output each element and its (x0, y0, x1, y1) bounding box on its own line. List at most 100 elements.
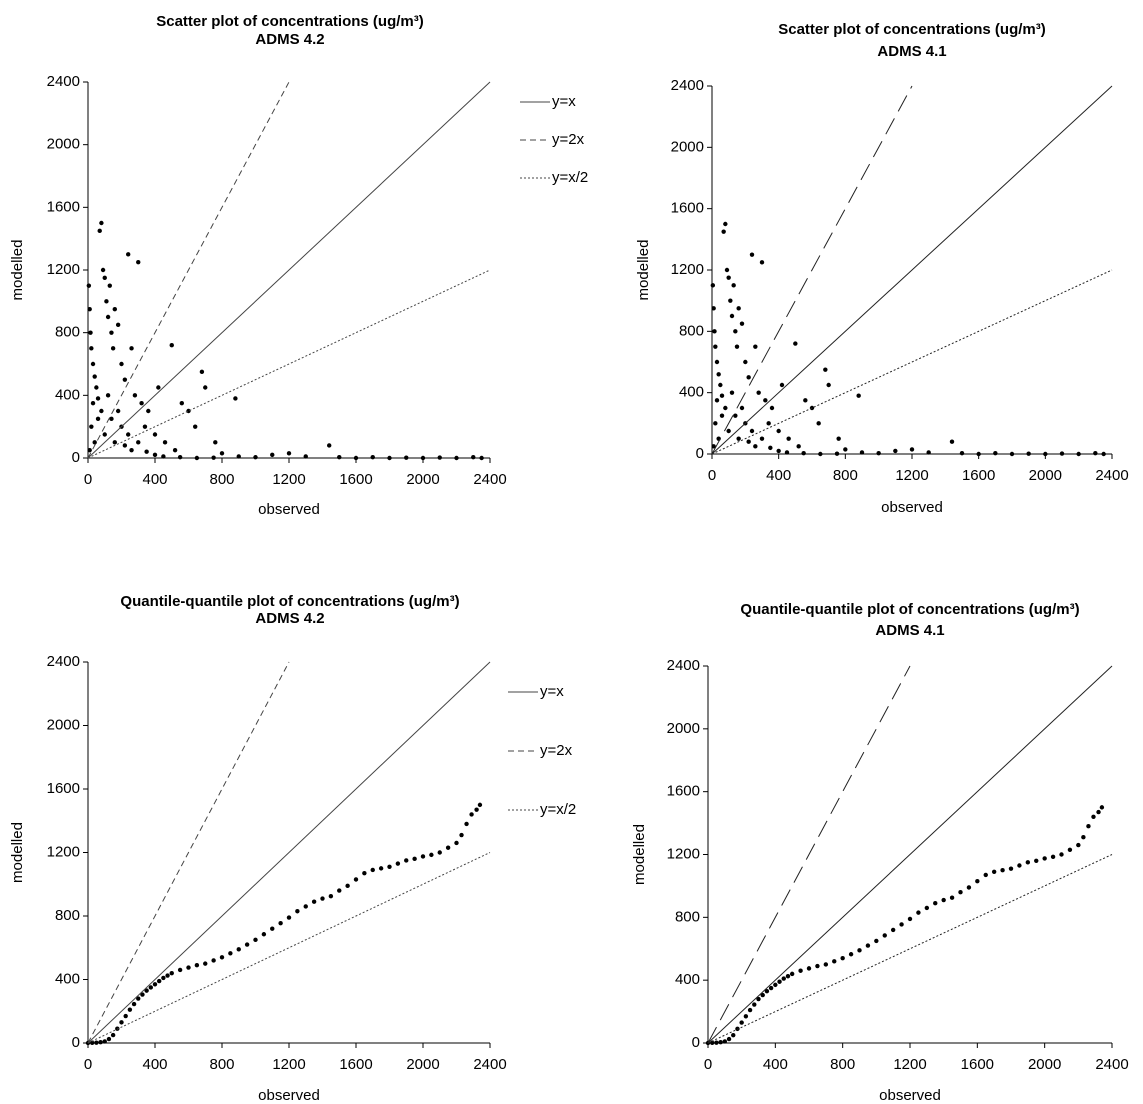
y-tick-label: 1600 (671, 200, 704, 217)
data-point (136, 996, 141, 1001)
data-point (848, 952, 854, 957)
data-point (983, 872, 988, 878)
data-point (169, 343, 174, 348)
data-point (1059, 852, 1064, 857)
data-point (763, 398, 768, 403)
data-point (836, 436, 841, 441)
data-point (89, 1040, 95, 1046)
data-point (759, 436, 765, 441)
data-point (793, 341, 798, 346)
data-point (809, 405, 815, 411)
data-point (798, 968, 803, 973)
data-point (100, 267, 106, 273)
data-point (711, 444, 716, 449)
data-point (311, 899, 317, 904)
data-point (474, 807, 479, 812)
data-point (412, 856, 417, 862)
data-point (199, 369, 205, 375)
data-point (104, 299, 109, 304)
data-point (395, 861, 401, 866)
data-point (743, 1014, 749, 1019)
data-point (286, 451, 292, 456)
data-point (768, 985, 774, 991)
data-point (213, 440, 218, 445)
x-tick-label: 800 (833, 467, 858, 484)
data-point (219, 955, 225, 960)
data-point (193, 424, 198, 429)
data-point (236, 454, 241, 459)
data-point (1091, 814, 1096, 819)
x-tick-label: 2400 (473, 1056, 506, 1073)
data-point (122, 443, 128, 448)
data-point (211, 958, 216, 963)
data-point (752, 1002, 757, 1007)
y-axis-label: modelled (631, 824, 648, 885)
x-tick-label: 800 (209, 471, 234, 488)
y-tick-label: 1200 (47, 843, 80, 860)
data-point (756, 390, 761, 395)
data-point (769, 405, 775, 411)
data-point (270, 926, 275, 931)
data-point (107, 283, 112, 288)
data-point (712, 329, 717, 334)
data-point (459, 832, 464, 838)
chart-title: Quantile-quantile plot of concentrations… (740, 601, 1079, 618)
data-point (152, 982, 158, 987)
data-point (233, 396, 238, 401)
data-point (122, 377, 128, 382)
data-point (119, 361, 124, 367)
x-tick-label: 1200 (272, 1056, 305, 1073)
data-point (172, 447, 178, 453)
data-point (1017, 863, 1022, 868)
data-point (823, 962, 829, 967)
data-point (865, 943, 871, 948)
data-point (882, 933, 887, 938)
reference-line (711, 85, 913, 455)
data-point (278, 920, 283, 926)
data-point (102, 275, 107, 281)
data-point (779, 382, 785, 388)
data-point (726, 275, 731, 280)
data-point (739, 405, 745, 411)
x-tick-label: 1200 (893, 1056, 926, 1073)
y-tick-label: 2400 (667, 657, 700, 674)
data-point (404, 858, 409, 863)
data-point (959, 451, 965, 456)
data-point (713, 344, 718, 349)
x-tick-label: 1200 (272, 471, 305, 488)
data-point (105, 314, 111, 320)
data-point (337, 455, 342, 460)
data-point (345, 883, 350, 889)
data-point (1009, 451, 1015, 457)
data-point (92, 374, 97, 379)
data-point (739, 321, 745, 326)
data-point (464, 821, 469, 827)
data-point (909, 447, 915, 452)
data-point (746, 375, 751, 380)
reference-line (87, 661, 290, 1044)
data-point (803, 398, 808, 403)
data-point (90, 400, 96, 406)
data-point (261, 932, 267, 937)
data-point (370, 455, 375, 460)
data-point (95, 396, 101, 401)
data-point (148, 985, 154, 990)
x-tick-label: 0 (84, 471, 92, 488)
data-point (177, 967, 183, 973)
x-tick-label: 1600 (961, 1056, 994, 1073)
data-point (1050, 854, 1056, 860)
data-point (726, 428, 731, 434)
data-point (203, 961, 208, 966)
data-point (156, 978, 162, 984)
data-point (1101, 451, 1106, 457)
data-point (479, 455, 484, 461)
y-tick-label: 1200 (671, 261, 704, 278)
data-point (718, 382, 723, 388)
data-point (843, 447, 848, 452)
data-point (933, 900, 938, 906)
data-point (186, 408, 191, 414)
reference-line (87, 81, 290, 459)
chart-title: Quantile-quantile plot of concentrations… (120, 593, 459, 610)
data-point (115, 322, 121, 328)
